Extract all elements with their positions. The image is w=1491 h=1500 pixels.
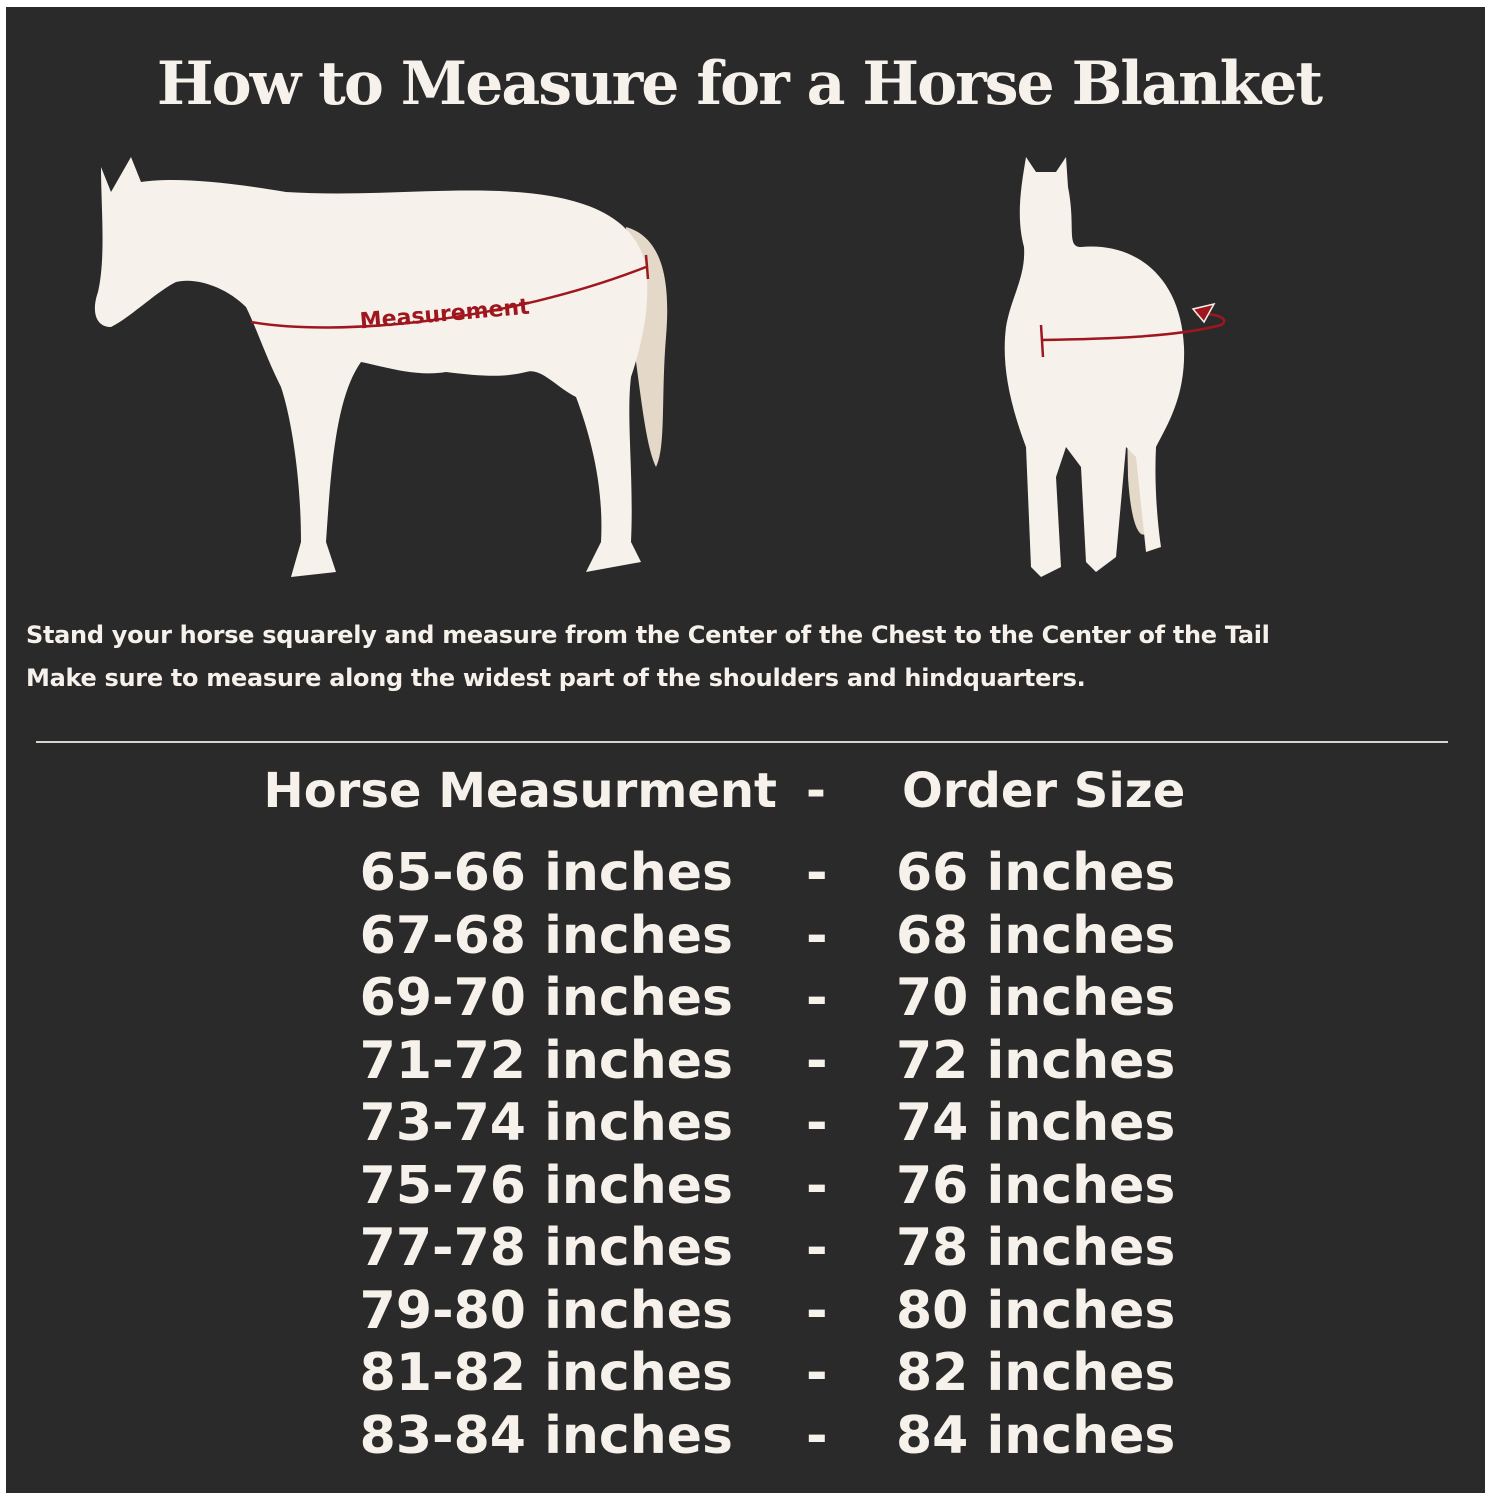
table-row: 75-76 inches - 76 inches (6, 1156, 1485, 1218)
order-size: 82 inches (896, 1343, 1176, 1403)
table-row: 73-74 inches - 74 inches (6, 1093, 1485, 1155)
separator: - (806, 1218, 828, 1278)
order-size: 74 inches (896, 1093, 1176, 1153)
separator: - (806, 1405, 828, 1466)
table-row: 71-72 inches - 72 inches (6, 1031, 1485, 1093)
table-row: 83-84 inches - 84 inches (6, 1406, 1485, 1468)
separator: - (806, 1343, 828, 1403)
horse-body (1004, 157, 1185, 577)
order-size: 72 inches (896, 1030, 1176, 1091)
horse-measurement: 75-76 inches (359, 1155, 733, 1216)
header-horse-measurement: Horse Measurment (263, 763, 777, 819)
horse-measurement: 67-68 inches (359, 905, 733, 966)
horse-body (94, 157, 648, 577)
horse-rear-view-illustration (1004, 157, 1226, 577)
separator: - (806, 1030, 828, 1091)
measurement-end-mark (644, 254, 650, 280)
page-title: How to Measure for a Horse Blanket (156, 49, 1323, 119)
table-row: 69-70 inches - 70 inches (6, 968, 1485, 1030)
separator: - (806, 905, 828, 966)
order-size: 80 inches (896, 1280, 1176, 1341)
horse-measurement: 65-66 inches (359, 843, 733, 903)
divider (36, 741, 1448, 743)
header-separator: - (806, 763, 826, 819)
order-size: 66 inches (896, 843, 1176, 903)
table-row: 65-66 inches - 66 inches (6, 843, 1485, 905)
separator: - (806, 1155, 828, 1216)
measurement-line (250, 265, 647, 329)
horse-measurement: 71-72 inches (359, 1030, 733, 1091)
table-row: 77-78 inches - 78 inches (6, 1218, 1485, 1280)
separator: - (806, 1280, 828, 1341)
order-size: 70 inches (896, 968, 1176, 1028)
separator: - (806, 1093, 828, 1153)
arrow-head-icon (1191, 302, 1216, 324)
order-size: 78 inches (896, 1218, 1176, 1278)
horse-measurement: 81-82 inches (359, 1343, 733, 1403)
order-size: 68 inches (896, 905, 1176, 966)
separator: - (806, 843, 828, 903)
horse-measurement: 79-80 inches (359, 1280, 733, 1341)
horse-side-view-illustration: Measurement (94, 157, 668, 577)
separator: - (806, 968, 828, 1028)
instruction-line: Stand your horse squarely and measure fr… (26, 621, 1270, 649)
header-order-size: Order Size (902, 763, 1186, 819)
table-row: 67-68 inches - 68 inches (6, 906, 1485, 968)
order-size: 84 inches (896, 1405, 1176, 1466)
horse-measurement: 83-84 inches (359, 1405, 733, 1466)
instruction-line: Make sure to measure along the widest pa… (26, 664, 1086, 692)
order-size: 76 inches (896, 1155, 1176, 1216)
horse-blanket-size-guide: How to Measure for a Horse Blanket Measu… (6, 7, 1485, 1493)
horse-measurement: 73-74 inches (359, 1093, 733, 1153)
girth-line (1040, 313, 1226, 342)
table-row: 79-80 inches - 80 inches (6, 1281, 1485, 1343)
horse-measurement: 69-70 inches (359, 968, 733, 1028)
table-row: 81-82 inches - 82 inches (6, 1343, 1485, 1405)
horse-measurement: 77-78 inches (359, 1218, 733, 1278)
girth-end-mark (1039, 324, 1045, 358)
table-header: Horse Measurment - Order Size (6, 763, 1485, 825)
